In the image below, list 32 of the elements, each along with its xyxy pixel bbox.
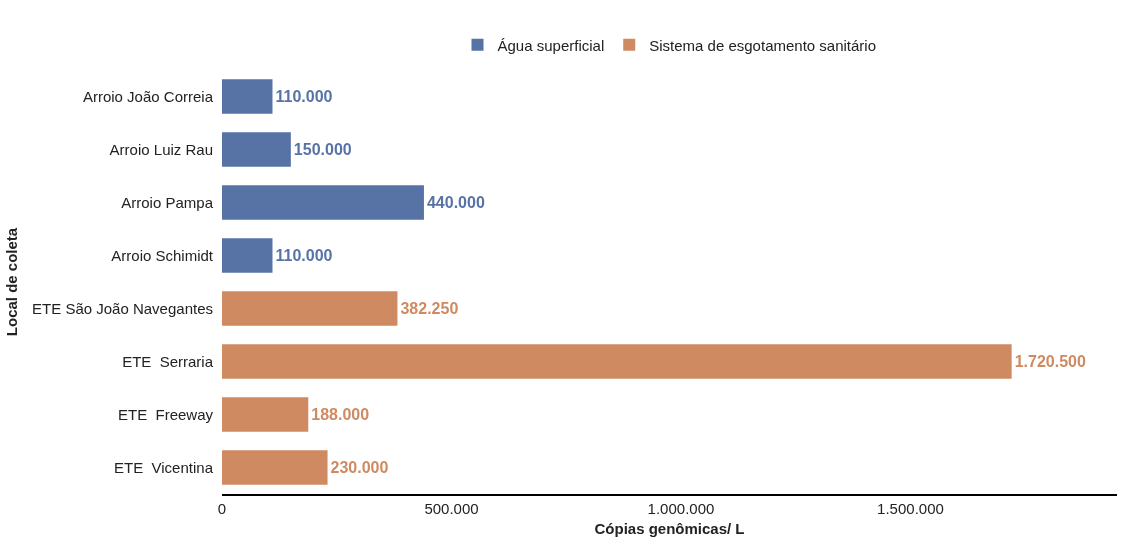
x-tick-label: 0 <box>217 499 227 517</box>
data-label: 440.000 <box>426 194 485 212</box>
bar <box>222 397 309 432</box>
x-tick-label: 500.000 <box>424 499 479 517</box>
x-axis-title: Cópias genômicas/ L <box>594 520 745 538</box>
legend-label: Sistema de esgotamento sanitário <box>649 36 877 54</box>
bar <box>222 132 291 167</box>
data-label: 150.000 <box>293 141 352 159</box>
bar <box>222 291 398 326</box>
legend-label: Água superficial <box>497 36 605 54</box>
bar <box>222 79 273 114</box>
data-label: 230.000 <box>330 459 389 477</box>
x-tick-label: 1.000.000 <box>647 499 715 517</box>
data-label: 188.000 <box>311 406 370 423</box>
y-tick-label: ETE São João Navegantes <box>32 299 213 317</box>
bar <box>222 450 328 485</box>
data-label: 1.720.500 <box>1014 353 1086 370</box>
bar <box>222 238 273 273</box>
data-label: 110.000 <box>275 88 333 105</box>
y-tick-label: Arroio João Correia <box>82 87 214 105</box>
x-tick-label: 1.500.000 <box>877 499 944 517</box>
data-label: 382.250 <box>400 300 459 317</box>
y-tick-label: Arroio Pampa <box>121 193 214 211</box>
y-tick-label: Arroio Schimidt <box>111 246 214 264</box>
y-tick-label: Arroio Luiz Rau <box>109 140 213 158</box>
y-tick-label: ETE Vicentina <box>114 458 214 476</box>
bar <box>222 344 1012 379</box>
y-tick-label: ETE Freeway <box>117 405 214 423</box>
data-label: 110.000 <box>275 247 333 264</box>
y-tick-label: ETE Serraria <box>122 352 214 370</box>
bar <box>222 185 424 220</box>
y-axis-title: Local de coleta <box>3 227 21 337</box>
